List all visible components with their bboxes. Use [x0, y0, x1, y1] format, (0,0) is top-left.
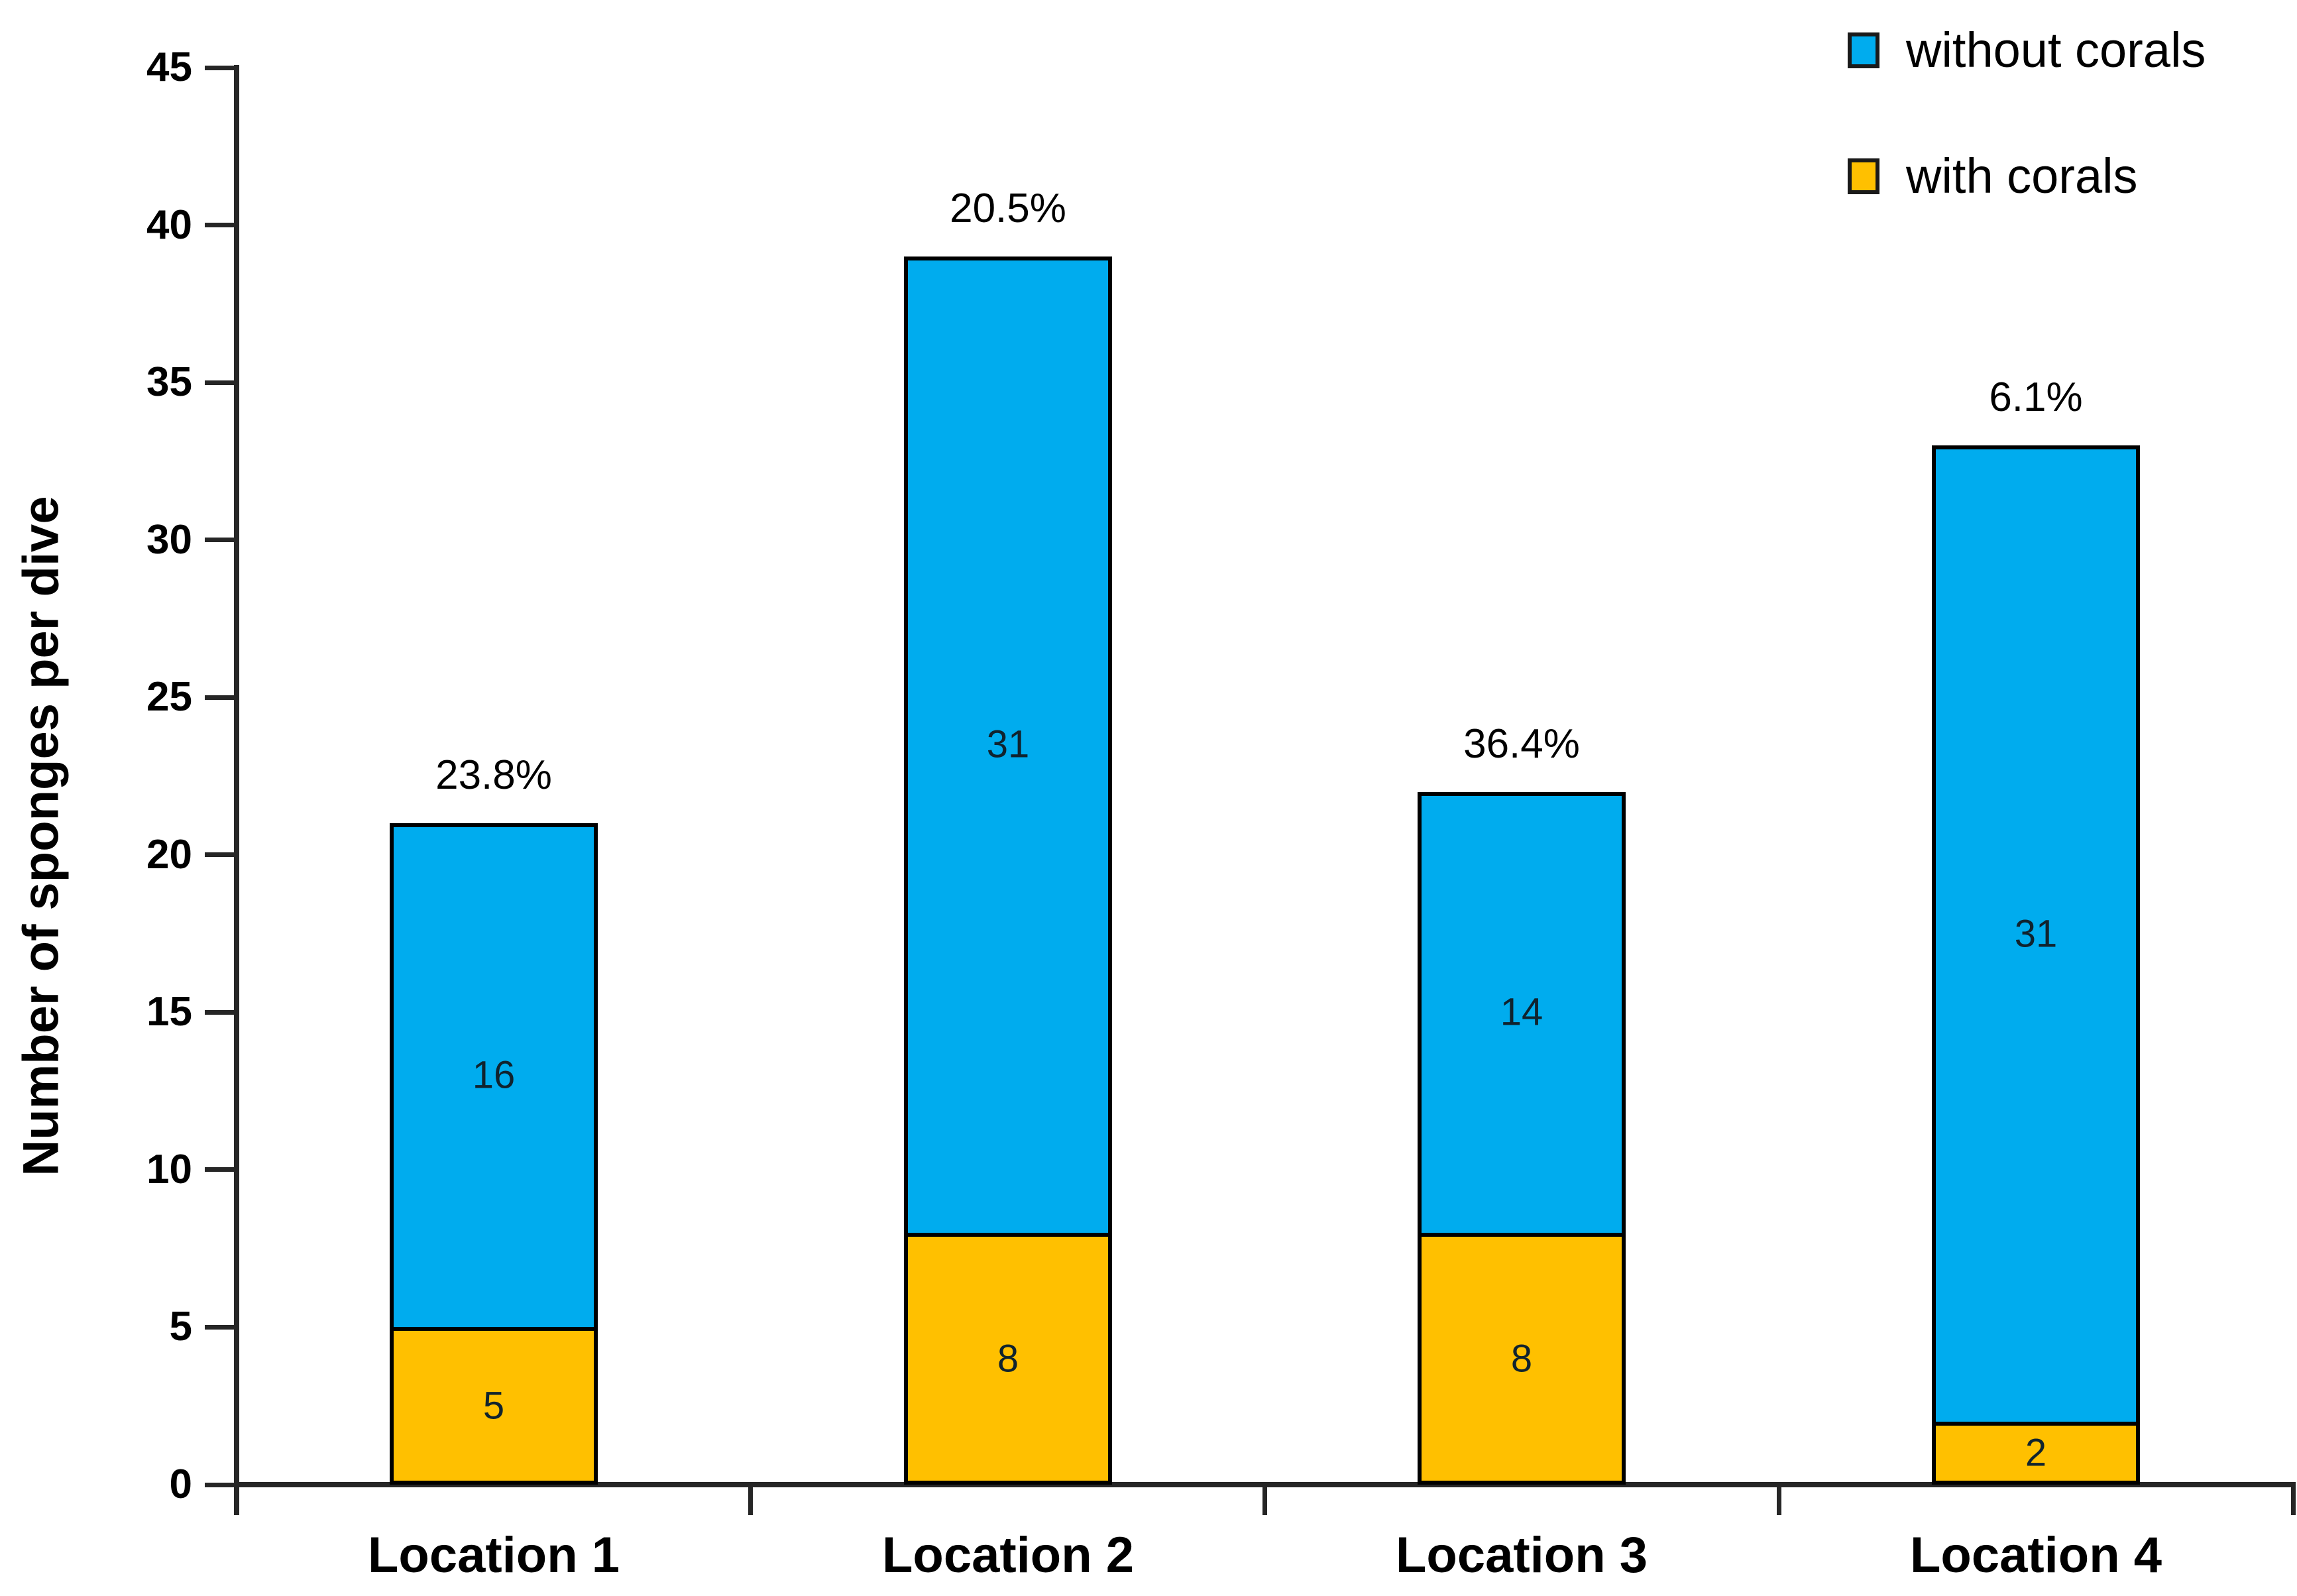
legend-item-without-corals: without corals — [1848, 24, 2206, 77]
y-tick-label: 30 — [146, 517, 192, 563]
x-category-label: Location 1 — [367, 1527, 620, 1583]
y-tick-mark — [205, 1483, 237, 1487]
bar-value-label-with-corals: 8 — [997, 1337, 1019, 1381]
y-tick-mark — [205, 1010, 237, 1015]
bar-segment-without-corals — [1932, 445, 2140, 1426]
y-tick-mark — [205, 695, 237, 700]
x-category-label: Location 3 — [1395, 1527, 1648, 1583]
bar-percent-label: 23.8% — [435, 752, 552, 798]
y-axis-title: Number of sponges per dive — [13, 496, 70, 1176]
y-tick-label: 15 — [146, 989, 192, 1035]
y-tick-mark — [205, 538, 237, 542]
legend-swatch-blue-square — [1848, 32, 1879, 68]
x-tick-mark — [235, 1485, 239, 1515]
x-tick-mark — [2291, 1485, 2296, 1515]
y-tick-label: 20 — [146, 832, 192, 878]
y-tick-mark — [205, 1325, 237, 1330]
y-tick-mark — [205, 852, 237, 857]
x-tick-mark — [748, 1485, 753, 1515]
x-category-label: Location 2 — [881, 1527, 1135, 1583]
x-tick-mark — [1777, 1485, 1781, 1515]
bar-value-label-without-corals: 31 — [986, 722, 1030, 766]
legend-label-with-corals: with corals — [1906, 148, 2138, 203]
legend-label-without-corals: without corals — [1906, 23, 2206, 78]
bar-segment-without-corals — [904, 256, 1112, 1237]
y-tick-mark — [205, 223, 237, 227]
y-tick-label: 0 — [169, 1461, 192, 1507]
y-tick-mark — [205, 1167, 237, 1172]
y-tick-mark — [205, 380, 237, 385]
bar-value-label-with-corals: 5 — [482, 1384, 505, 1428]
bar-percent-label: 6.1% — [1989, 374, 2083, 420]
x-category-label: Location 4 — [1909, 1527, 2162, 1583]
y-tick-label: 10 — [146, 1147, 192, 1192]
bar-value-label-without-corals: 31 — [2014, 912, 2058, 956]
bar-percent-label: 20.5% — [950, 186, 1066, 231]
y-tick-label: 45 — [146, 44, 192, 90]
bar-segment-with-corals — [1418, 1233, 1626, 1485]
y-tick-label: 35 — [146, 359, 192, 405]
bar-value-label-without-corals: 16 — [472, 1053, 516, 1097]
bar-segment-with-corals — [904, 1233, 1112, 1485]
legend: without corals with corals — [1848, 24, 2206, 203]
bar-percent-label: 36.4% — [1463, 721, 1580, 767]
y-tick-label: 5 — [169, 1304, 192, 1349]
bar-segment-with-corals — [1932, 1422, 2140, 1485]
bar-value-label-with-corals: 2 — [2025, 1431, 2047, 1475]
bar-segment-without-corals — [390, 823, 598, 1331]
x-tick-mark — [1262, 1485, 1267, 1515]
legend-item-with-corals: with corals — [1848, 150, 2206, 203]
y-tick-label: 40 — [146, 202, 192, 248]
bar-value-label-without-corals: 14 — [1500, 990, 1543, 1034]
bar-segment-without-corals — [1418, 792, 1626, 1237]
y-tick-label: 25 — [146, 674, 192, 720]
legend-swatch-orange-square — [1848, 158, 1879, 194]
y-axis-line — [234, 65, 239, 1515]
y-tick-mark — [205, 66, 237, 70]
bar-value-label-with-corals: 8 — [1510, 1337, 1533, 1381]
